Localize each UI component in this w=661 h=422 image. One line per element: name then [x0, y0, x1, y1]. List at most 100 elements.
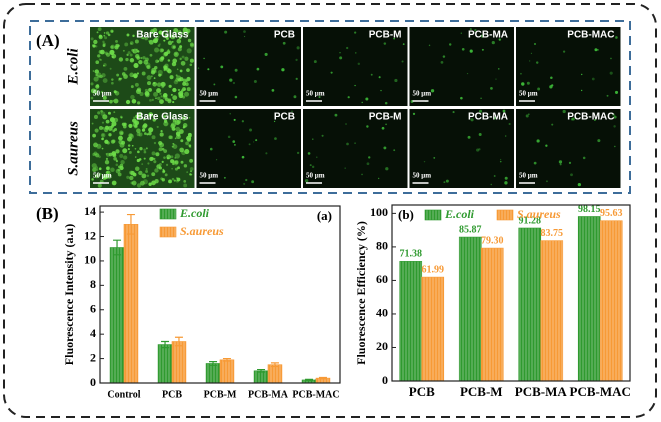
fluorescent-spot — [165, 163, 169, 166]
fluorescent-spot — [119, 142, 125, 148]
fluorescent-spot — [113, 156, 117, 161]
fluorescent-spot — [104, 125, 109, 130]
fluorescent-spot — [577, 183, 581, 187]
fluorescent-spot — [264, 52, 268, 56]
fluorescent-spot — [136, 158, 140, 163]
fluorescent-spot — [155, 97, 157, 99]
fluorescent-spot — [316, 156, 318, 158]
fluorescent-spot — [186, 68, 190, 72]
micrograph — [409, 27, 514, 106]
fluorescent-spot — [146, 64, 151, 70]
bar — [267, 364, 283, 384]
fluorescent-spot — [185, 141, 189, 146]
fluorescent-spot — [296, 46, 300, 50]
fluorescent-spot — [129, 58, 135, 63]
fluorescent-spot — [183, 164, 188, 168]
value-label: 91.28 — [518, 215, 541, 226]
fluorescent-spot — [504, 181, 508, 185]
scale-bar-label: 50 μm — [306, 90, 325, 98]
fluorescent-spot — [139, 113, 142, 116]
fluorescent-spot — [559, 163, 562, 166]
fluorescent-spot — [136, 132, 141, 137]
fluorescent-spot — [309, 164, 312, 167]
fluorescent-spot — [113, 111, 116, 114]
fluorescent-spot — [499, 158, 502, 161]
fluorescent-spot — [129, 175, 134, 181]
fluorescent-spot — [251, 180, 255, 184]
fluorescent-spot — [176, 38, 182, 44]
fluorescent-spot — [169, 75, 174, 80]
fluorescent-spot — [161, 160, 164, 163]
fluorescent-spot — [151, 151, 156, 156]
legend-label: E.coli — [444, 207, 475, 221]
fluorescent-spot — [232, 81, 236, 85]
fluorescent-spot — [112, 139, 116, 143]
fluorescent-spot — [100, 109, 103, 113]
fluorescent-spot — [249, 128, 253, 132]
fluorescent-spot — [478, 132, 482, 136]
fluorescent-spot — [480, 97, 482, 99]
error-bar — [209, 361, 218, 366]
fluorescent-spot — [423, 160, 426, 163]
fluorescent-spot — [149, 98, 152, 102]
column-label: PCB-MA — [468, 30, 508, 41]
fluorescent-spot — [123, 74, 128, 79]
fluorescent-spot — [173, 79, 179, 85]
error-bar — [222, 357, 231, 362]
fluorescent-spot — [153, 141, 157, 145]
fluorescent-spot — [108, 133, 112, 137]
fluorescent-spot — [90, 37, 94, 41]
bar — [171, 341, 187, 384]
fluorescent-spot — [164, 97, 169, 102]
fluorescent-spot — [188, 144, 192, 147]
fluorescent-spot — [570, 118, 574, 121]
fluorescent-spot — [150, 70, 156, 75]
fluorescent-spot — [145, 170, 148, 173]
fluorescent-spot — [136, 50, 140, 53]
fluorescent-spot — [142, 56, 146, 60]
fluorescent-spot — [460, 32, 462, 34]
fluorescent-spot — [135, 88, 142, 94]
fluorescent-spot — [234, 143, 236, 146]
fluorescent-spot — [497, 68, 500, 70]
fluorescent-spot — [97, 54, 101, 58]
fluorescent-spot — [95, 73, 98, 77]
fluorescent-spot — [150, 29, 155, 34]
fluorescent-spot — [128, 133, 133, 138]
fluorescent-spot — [151, 172, 156, 177]
fluorescent-spot — [171, 61, 177, 67]
fluorescent-spot — [96, 31, 99, 34]
fluorescent-spot — [141, 163, 144, 165]
fluorescent-spot — [393, 37, 396, 40]
fluorescent-spot — [461, 47, 465, 51]
fluorescent-spot — [474, 29, 477, 32]
fluorescent-spot — [296, 151, 300, 155]
fluorescent-spot — [103, 64, 105, 67]
bar — [205, 363, 221, 384]
fluorescent-spot — [383, 146, 387, 150]
fluorescent-spot — [197, 67, 200, 69]
fluorescent-spot — [134, 166, 140, 171]
fluorescent-spot — [105, 52, 111, 57]
bar — [123, 224, 139, 384]
fluorescent-spot — [102, 175, 107, 180]
fluorescent-spot — [111, 78, 114, 81]
y-tick-label: 20 — [376, 339, 388, 353]
scale-bar-label: 50 μm — [519, 90, 538, 98]
fluorescent-spot — [295, 58, 298, 62]
fluorescent-spot — [151, 98, 154, 102]
fluorescent-spot — [470, 118, 474, 122]
fluorescent-spot — [138, 170, 143, 176]
fluorescent-spot — [143, 148, 146, 152]
column-label: PCB — [274, 30, 295, 41]
fluorescent-spot — [132, 51, 135, 54]
fluorescent-spot — [111, 81, 114, 85]
fluorescent-spot — [126, 53, 129, 57]
fluorescent-spot — [339, 56, 343, 60]
fluorescent-spot — [98, 34, 103, 38]
fluorescent-spot — [140, 37, 143, 40]
fluorescent-spot — [148, 127, 154, 133]
fluorescent-spot — [157, 96, 161, 101]
fluorescent-spot — [101, 121, 105, 124]
fluorescent-spot — [106, 166, 110, 171]
